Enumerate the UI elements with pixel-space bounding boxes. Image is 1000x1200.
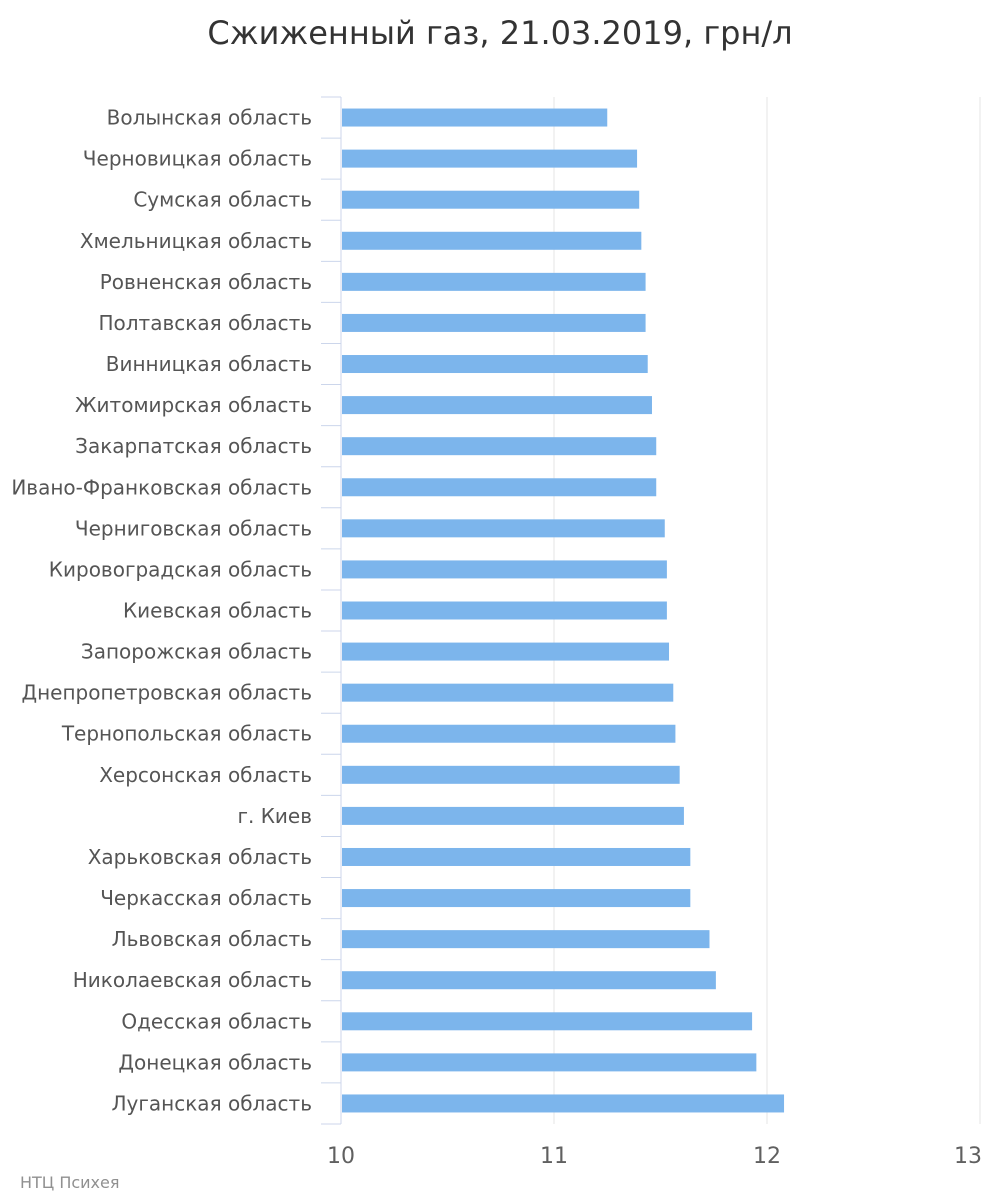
category-label: Львовская область [112,927,312,951]
x-tick-label: 13 [954,1144,982,1169]
category-label: Житомирская область [75,393,312,417]
bar[interactable] [342,601,667,620]
category-label: Донецкая область [118,1050,312,1074]
bar[interactable] [342,642,670,661]
bar[interactable] [342,806,684,825]
bar[interactable] [342,355,648,374]
category-label: Сумская область [133,188,312,212]
bar[interactable] [342,478,657,497]
bar[interactable] [342,847,691,866]
bar[interactable] [342,560,667,579]
category-label: Одесская область [121,1009,312,1033]
bar[interactable] [342,971,716,990]
bar[interactable] [342,1094,785,1113]
category-label: Харьковская область [88,845,312,869]
category-label: Луганская область [112,1091,312,1115]
category-label: Николаевская область [73,968,312,992]
category-label: Хмельницкая область [80,229,312,253]
bar[interactable] [342,231,642,250]
bar[interactable] [342,149,638,168]
category-label: Ровненская область [100,270,312,294]
category-label: Закарпатская область [75,434,312,458]
category-label: Херсонская область [99,763,312,787]
bar[interactable] [342,930,710,949]
category-label: Черниговская область [75,516,312,540]
bar[interactable] [342,519,665,538]
x-tick-label: 11 [540,1144,568,1169]
credit-text: НТЦ Психея [20,1173,120,1192]
category-label: Тернопольская область [61,722,312,746]
bars [342,108,785,1113]
bar[interactable] [342,437,657,456]
bar[interactable] [342,313,646,332]
category-axis [321,96,342,1125]
bar[interactable] [342,724,676,743]
category-label: Кировоградская область [49,557,312,581]
x-tick-label: 10 [327,1144,355,1169]
bar[interactable] [342,683,674,702]
x-tick-label: 12 [753,1144,781,1169]
chart-title: Сжиженный газ, 21.03.2019, грн/л [207,14,793,52]
bar[interactable] [342,765,680,784]
category-label: Днепропетровская область [21,681,312,705]
bar[interactable] [342,272,646,291]
category-label: Ивано-Франковская область [11,475,312,499]
category-label: Черновицкая область [83,147,312,171]
bar[interactable] [342,1053,757,1072]
bar[interactable] [342,396,652,415]
bar[interactable] [342,889,691,908]
category-label: Запорожская область [81,640,312,664]
category-label: Черкасская область [100,886,312,910]
value-axis-labels: 10 11 12 13 [327,1144,982,1169]
bar[interactable] [342,190,640,209]
category-labels: Волынская область Черновицкая область Сумс… [11,106,312,1116]
category-label: Винницкая область [106,352,312,376]
category-label: Киевская область [123,599,312,623]
category-label: г. Киев [237,804,312,828]
category-label: Волынская область [107,106,312,130]
bar[interactable] [342,108,608,127]
category-label: Полтавская область [98,311,312,335]
bar[interactable] [342,1012,753,1031]
